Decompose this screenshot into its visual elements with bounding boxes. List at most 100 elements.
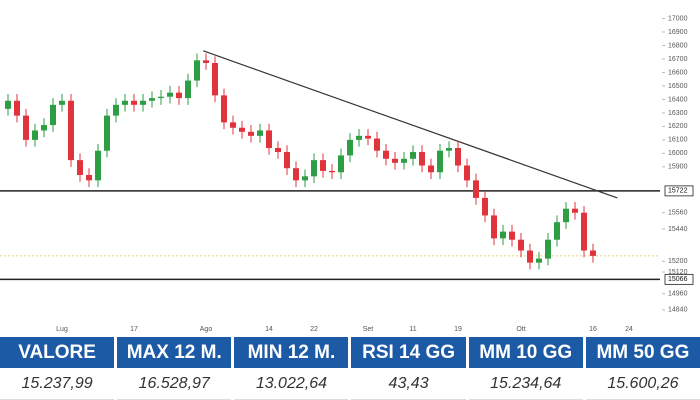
level-box xyxy=(664,185,694,197)
candle-body xyxy=(419,152,425,166)
candle-body xyxy=(248,131,254,136)
candle-body xyxy=(5,100,11,109)
candle-body xyxy=(392,158,398,163)
level-label: 15066 xyxy=(668,276,688,283)
value-cell: 15.234,64 xyxy=(468,368,583,400)
candle-body xyxy=(464,165,470,181)
candle-body xyxy=(329,170,335,173)
candle-body xyxy=(203,60,209,64)
candle-body xyxy=(365,135,371,139)
candle-body xyxy=(266,130,272,148)
y-tick-label: 16800 xyxy=(668,42,688,49)
y-tick-label: 16600 xyxy=(668,69,688,76)
candle-body xyxy=(221,95,227,123)
candle-body xyxy=(572,208,578,213)
value-cell: 15.600,26 xyxy=(585,368,700,400)
candle-body xyxy=(149,98,155,101)
candle-body xyxy=(167,92,173,97)
y-tick-label: 14960 xyxy=(668,291,688,298)
y-tick-label: 15440 xyxy=(668,226,688,233)
y-tick-label: 16300 xyxy=(668,110,688,117)
candle-body xyxy=(140,100,146,105)
chart: 17000 16900 16800 16700 16600 16500 16400 16300… xyxy=(0,15,694,333)
x-tick-label: 14 xyxy=(265,326,273,333)
candle-body xyxy=(95,150,101,181)
candle-body xyxy=(284,152,290,169)
candle-body xyxy=(581,212,587,251)
candle-body xyxy=(473,180,479,198)
x-tick-label: 16 xyxy=(589,326,597,333)
candle-body xyxy=(113,104,119,116)
value-cell: 15.237,99 xyxy=(0,368,115,400)
candle-body xyxy=(482,197,488,216)
candle-body xyxy=(320,160,326,171)
level-label: 15722 xyxy=(668,188,688,195)
y-tick-label: 16100 xyxy=(668,137,688,144)
candle-body xyxy=(41,125,47,131)
x-tick-label: 11 xyxy=(409,326,416,333)
x-tick-label: Set xyxy=(363,326,374,333)
candle-body xyxy=(176,92,182,99)
candle-body xyxy=(68,100,74,161)
stats-table: VALORE MAX 12 M. MIN 12 M. RSI 14 GG MM 10 G… xyxy=(0,337,700,400)
y-tick-label: 16700 xyxy=(668,56,688,63)
y-tick-label: 16900 xyxy=(668,29,688,36)
y-tick-label: 14840 xyxy=(668,307,688,314)
candle-body xyxy=(338,155,344,173)
candle-body xyxy=(347,139,353,156)
candle-body xyxy=(518,239,524,251)
candle-body xyxy=(194,60,200,81)
candle-body xyxy=(230,122,236,128)
y-tick-label: 16000 xyxy=(668,150,688,157)
candle-body xyxy=(131,100,137,105)
candle-body xyxy=(122,100,128,105)
candle-body xyxy=(356,135,362,140)
candle-body xyxy=(410,152,416,159)
candle-body xyxy=(374,138,380,151)
candle-body xyxy=(212,63,218,96)
x-tick-label: Ago xyxy=(200,326,213,333)
value-cell: 16.528,97 xyxy=(117,368,232,400)
y-tick-label: 15560 xyxy=(668,210,688,217)
candle-body xyxy=(302,176,308,181)
y-tick-label: 15200 xyxy=(668,258,688,265)
value-cell: 13.022,64 xyxy=(234,368,349,400)
header-cell: VALORE xyxy=(0,337,115,368)
candle-body xyxy=(554,222,560,240)
candle-body xyxy=(158,96,164,99)
candle-body xyxy=(275,147,281,153)
x-tick-label: 17 xyxy=(130,326,138,333)
candle-body xyxy=(428,165,434,173)
header-cell: MIN 12 M. xyxy=(234,337,349,368)
candle-body xyxy=(383,150,389,159)
candle-body xyxy=(257,130,263,136)
candle-body xyxy=(491,215,497,239)
y-tick-label: 17000 xyxy=(668,15,688,22)
candle-body xyxy=(77,160,83,175)
candle-body xyxy=(545,239,551,259)
y-tick-label: 16500 xyxy=(668,83,688,90)
candle-body xyxy=(239,127,245,132)
candle-body xyxy=(401,158,407,163)
y-tick-label: 15900 xyxy=(668,164,688,171)
candle-body xyxy=(455,147,461,166)
candle-body xyxy=(509,231,515,240)
candle-body xyxy=(311,160,317,177)
candle-body xyxy=(185,80,191,99)
x-tick-label: Lug xyxy=(56,326,68,333)
candle-body xyxy=(32,130,38,140)
y-tick-label: 15120 xyxy=(668,269,688,276)
x-tick-label: 19 xyxy=(454,326,462,333)
y-tick-label: 16200 xyxy=(668,123,688,130)
candle-body xyxy=(59,100,65,105)
candle-body xyxy=(104,115,110,151)
candle-body xyxy=(50,104,56,126)
header-cell: MAX 12 M. xyxy=(117,337,232,368)
candle-body xyxy=(437,150,443,173)
x-tick-label: 22 xyxy=(310,326,318,333)
x-tick-label: 24 xyxy=(625,326,633,333)
x-tick-label: Ott xyxy=(516,326,525,333)
candle-body xyxy=(23,115,29,140)
y-tick-label: 16400 xyxy=(668,96,688,103)
